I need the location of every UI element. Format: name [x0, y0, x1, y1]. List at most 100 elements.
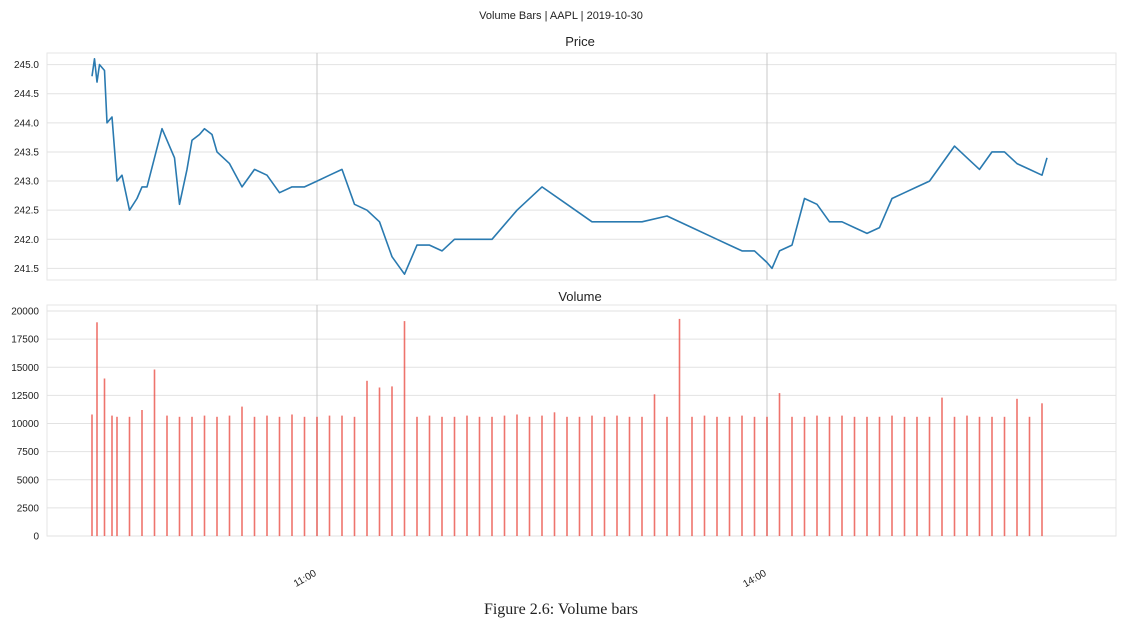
volume-bar	[1016, 398, 1018, 537]
volume-bar	[966, 415, 968, 536]
volume-y-tick-label: 12500	[11, 391, 39, 402]
volume-y-axis: 0 2500 5000 7500 10000 12500 15000 17500 20000	[11, 307, 39, 543]
price-y-tick-label: 242.0	[14, 235, 39, 246]
price-panel-title: Price	[565, 34, 595, 49]
price-y-tick-label: 243.0	[14, 177, 39, 188]
volume-bar	[91, 414, 93, 536]
price-y-tick-label: 244.0	[14, 118, 39, 129]
volume-bar	[478, 416, 481, 537]
volume-bar	[603, 416, 606, 537]
volume-bar	[528, 416, 531, 537]
volume-bar	[191, 416, 193, 537]
x-axis: 11:00 14:00	[292, 568, 769, 590]
price-grid	[47, 53, 1116, 280]
price-series	[91, 58, 1048, 275]
volume-bar	[228, 415, 231, 536]
price-y-tick-label: 243.5	[14, 147, 39, 158]
volume-bar	[628, 416, 631, 537]
volume-bar	[278, 416, 281, 537]
volume-y-tick-label: 2500	[17, 503, 40, 514]
volume-bar	[828, 416, 831, 537]
volume-bar	[316, 416, 318, 537]
volume-bar	[153, 369, 156, 536]
volume-bar	[678, 318, 681, 536]
volume-bar	[1028, 416, 1031, 537]
volume-bar	[303, 416, 306, 537]
volume-y-tick-label: 7500	[17, 447, 40, 458]
volume-plot-frame	[46, 304, 1117, 537]
volume-y-tick-label: 10000	[11, 419, 39, 430]
volume-bar	[916, 416, 918, 537]
price-y-tick-label: 241.5	[14, 264, 39, 275]
volume-y-tick-label: 20000	[11, 307, 39, 318]
volume-bar	[491, 416, 493, 537]
volume-bar	[466, 415, 468, 536]
volume-bar	[591, 415, 593, 536]
volume-bar	[666, 416, 668, 537]
volume-bar	[516, 414, 518, 536]
volume-bar	[866, 416, 868, 537]
volume-bar	[691, 416, 693, 537]
volume-bar	[1041, 403, 1043, 537]
volume-bar	[416, 416, 418, 537]
figure-caption: Figure 2.6: Volume bars	[483, 601, 639, 618]
volume-y-tick-label: 5000	[17, 475, 40, 486]
volume-y-tick-label: 15000	[11, 363, 39, 374]
volume-bar	[616, 415, 618, 536]
volume-bar	[878, 416, 881, 537]
volume-bar	[816, 415, 818, 536]
volume-bar	[566, 416, 568, 537]
volume-bar	[128, 416, 131, 537]
volume-bar	[991, 416, 993, 537]
volume-bars	[91, 318, 1043, 537]
volume-bar	[928, 416, 931, 537]
volume-bar	[891, 415, 893, 536]
volume-bar	[1003, 416, 1006, 537]
price-y-axis: 241.5 242.0 242.5 243.0 243.5 244.0 244.5 245.0	[14, 60, 39, 275]
volume-bar	[741, 415, 743, 536]
volume-bar	[441, 416, 443, 537]
volume-bar	[853, 416, 856, 537]
volume-bar	[841, 415, 843, 536]
volume-bar	[641, 416, 643, 537]
price-y-tick-label: 245.0	[14, 60, 39, 71]
volume-bar	[353, 416, 356, 537]
volume-bar	[978, 416, 981, 537]
volume-bar	[241, 406, 243, 536]
volume-bar	[253, 416, 256, 537]
volume-bar	[953, 416, 956, 537]
price-y-tick-label: 242.5	[14, 206, 39, 217]
volume-bar	[503, 415, 506, 536]
volume-bar	[341, 415, 343, 536]
volume-bar	[766, 416, 768, 537]
volume-bar	[103, 378, 106, 536]
volume-bar	[328, 415, 331, 536]
x-tick-label: 11:00	[292, 568, 319, 590]
volume-bar	[703, 415, 706, 536]
volume-bar	[903, 416, 906, 537]
price-y-tick-label: 244.5	[14, 89, 39, 100]
volume-bar	[111, 415, 113, 536]
volume-bar	[216, 416, 218, 537]
volume-bar	[578, 416, 581, 537]
volume-panel-title: Volume	[558, 289, 601, 304]
volume-panel: Volume 0 2500 5000 7500 10000 12500 15000 17500…	[11, 289, 1117, 590]
figure-title: Volume Bars | AAPL | 2019-10-30	[479, 10, 643, 22]
volume-y-tick-label: 17500	[11, 335, 39, 346]
volume-bar	[203, 415, 206, 536]
volume-bar	[803, 416, 806, 537]
volume-bar	[391, 386, 393, 536]
volume-bar	[378, 387, 381, 536]
volume-bar	[166, 415, 168, 536]
volume-bar	[716, 416, 718, 537]
volume-bar	[428, 415, 431, 536]
volume-bar	[266, 415, 268, 536]
volume-bar	[141, 410, 143, 536]
price-line	[91, 58, 1048, 275]
volume-bar	[403, 321, 406, 536]
volume-bar	[941, 397, 943, 536]
volume-bar	[753, 416, 756, 537]
volume-bar	[791, 416, 793, 537]
volume-bar	[96, 322, 98, 537]
